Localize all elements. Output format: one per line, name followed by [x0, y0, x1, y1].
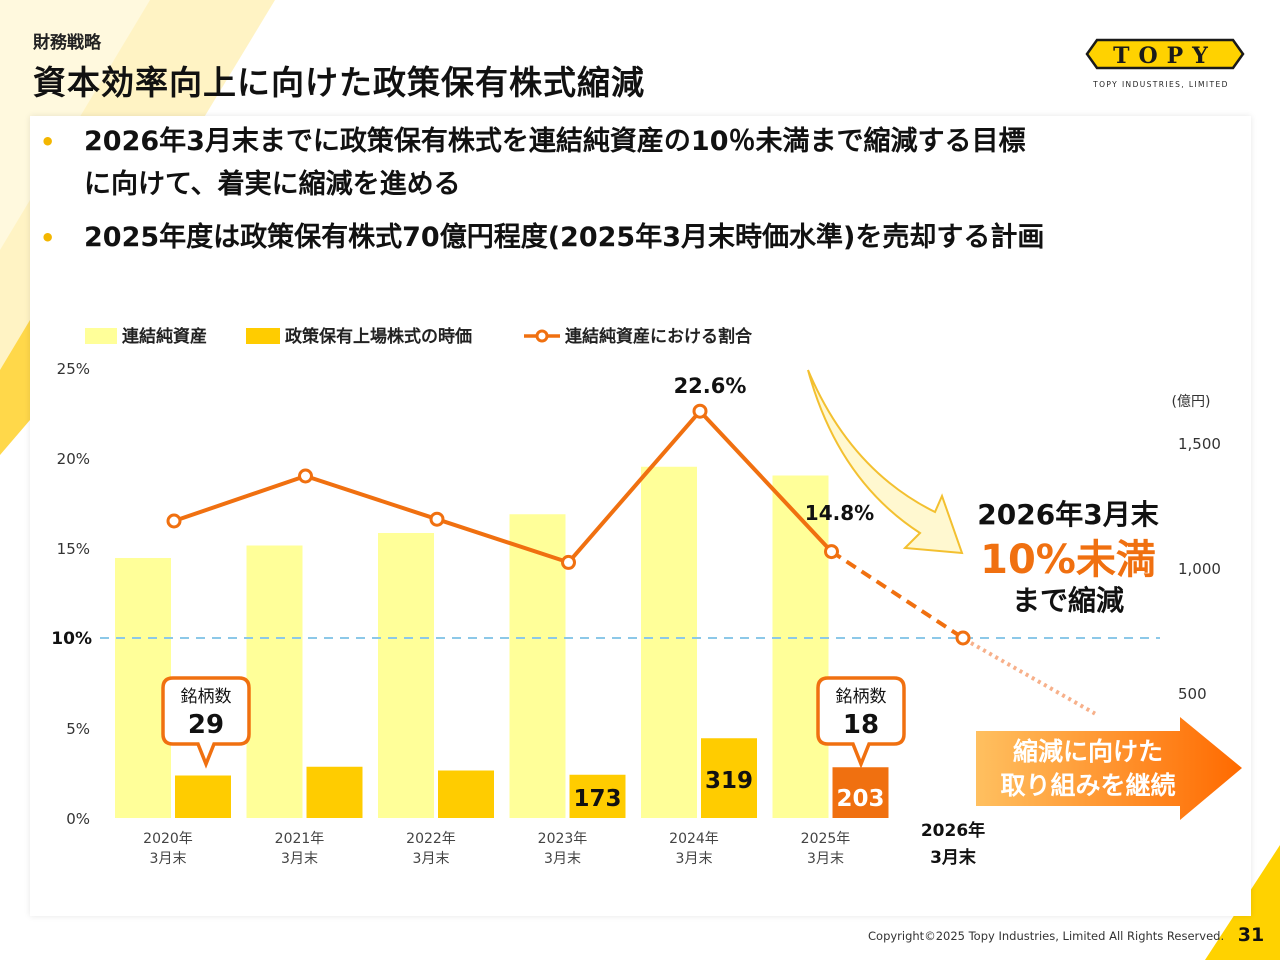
left-axis-tick: 15% [57, 540, 90, 558]
ratio-point [692, 403, 708, 419]
x-axis-label-year: 2023年 [538, 831, 588, 847]
x-axis-label-year: 2026年 [921, 820, 985, 841]
bar-holdings-label: 203 [836, 786, 884, 812]
bar-holdings [175, 775, 231, 818]
bullet-2-text: 2025年度は政策保有株式70億円程度(2025年3月末時価水準)を売却する計画 [84, 222, 1045, 253]
legend-label-ratio: 連結純資産における割合 [565, 326, 753, 347]
right-axis-tick: 1,500 [1178, 435, 1221, 453]
x-axis-label-month: 3月末 [676, 851, 713, 867]
page-number: 31 [1237, 924, 1265, 946]
legend-swatch-net-assets [85, 328, 117, 344]
callout-title: 銘柄数 [836, 687, 887, 707]
ratio-line-actual [173, 409, 833, 565]
left-axis-tick: 0% [66, 810, 90, 828]
bar-holdings-label: 173 [573, 786, 621, 812]
logo-text: TOPY [1113, 43, 1217, 69]
logo-subtitle: TOPY INDUSTRIES, LIMITED [1093, 80, 1229, 89]
callout-bubble [816, 676, 906, 769]
bar-holdings [306, 766, 363, 818]
bar-net-assets [641, 466, 697, 818]
x-axis-label-month: 3月末 [281, 851, 318, 867]
bar-holdings [569, 774, 626, 818]
ratio-point [824, 544, 839, 560]
target-text-action: まで縮減 [1012, 584, 1124, 617]
ratio-line-projection [830, 549, 965, 640]
callout-value: 29 [188, 710, 224, 740]
legend-marker-ratio [535, 329, 549, 343]
ratio-point [429, 511, 445, 527]
right-axis-unit: (億円) [1172, 394, 1211, 410]
bar-holdings [438, 770, 494, 818]
bar-holdings-label: 319 [705, 768, 753, 794]
ratio-line-continuation [970, 641, 1096, 716]
right-axis-tick: 1,000 [1178, 560, 1221, 578]
legend-label-holdings: 政策保有上場株式の時価 [285, 326, 472, 347]
x-axis-label-month: 3月末 [544, 851, 581, 867]
topy-logo: TOPY [1085, 38, 1245, 70]
ratio-point [955, 630, 971, 646]
left-axis-tick: 20% [57, 450, 90, 468]
bar-net-assets [772, 475, 829, 818]
ratio-label-2024: 22.6% [674, 374, 747, 398]
bullet-dot: • [40, 224, 56, 252]
callout-title: 銘柄数 [181, 687, 232, 707]
bullet-1-text: 2026年3月末までに政策保有株式を連結純資産の10％未満まで縮減する目標 [84, 126, 1026, 157]
bullet-1-text-cont: に向けて、着実に縮減を進める [84, 169, 461, 200]
ratio-label-2025: 14.8% [805, 501, 874, 525]
bullet-dot: • [40, 128, 56, 156]
section-label: 財務戦略 [33, 33, 101, 53]
bar-holdings [832, 767, 889, 818]
target-text-goal: 10%未満 [980, 537, 1156, 583]
x-axis-label-month: 3月末 [150, 851, 187, 867]
continue-arrow [976, 717, 1242, 820]
ratio-point [166, 513, 182, 529]
bar-net-assets [246, 545, 303, 818]
bar-net-assets [509, 514, 566, 818]
callout-bubble [161, 676, 251, 769]
x-axis-label-month: 3月末 [807, 851, 844, 867]
trend-arrow [807, 369, 964, 555]
x-axis-label-year: 2022年 [406, 831, 456, 847]
x-axis-label-year: 2020年 [143, 831, 193, 847]
left-axis-tick: 25% [57, 360, 90, 378]
x-axis-label-month: 3月末 [413, 851, 450, 867]
legend-label-net-assets: 連結純資産 [122, 326, 207, 347]
x-axis-label-year: 2025年 [801, 831, 851, 847]
continue-arrow-line2: 取り組みを継続 [1000, 771, 1175, 800]
copyright: Copyright©2025 Topy Industries, Limited … [868, 929, 1225, 943]
legend-swatch-holdings [246, 328, 280, 344]
x-axis-label-year: 2024年 [669, 831, 719, 847]
left-axis-tick: 5% [66, 720, 90, 738]
ratio-point [298, 468, 313, 484]
x-axis-label-year: 2021年 [275, 831, 325, 847]
ratio-point [561, 554, 576, 570]
bar-net-assets [378, 533, 434, 818]
right-axis-tick: 500 [1178, 685, 1207, 703]
x-axis-label-month: 3月末 [930, 847, 977, 868]
continue-arrow-line1: 縮減に向けた [1013, 737, 1163, 766]
left-axis-tick: 10% [51, 629, 92, 649]
bar-holdings [701, 738, 757, 818]
target-text-date: 2026年3月末 [977, 498, 1158, 531]
page-title: 資本効率向上に向けた政策保有株式縮減 [33, 63, 645, 102]
callout-value: 18 [843, 710, 879, 740]
